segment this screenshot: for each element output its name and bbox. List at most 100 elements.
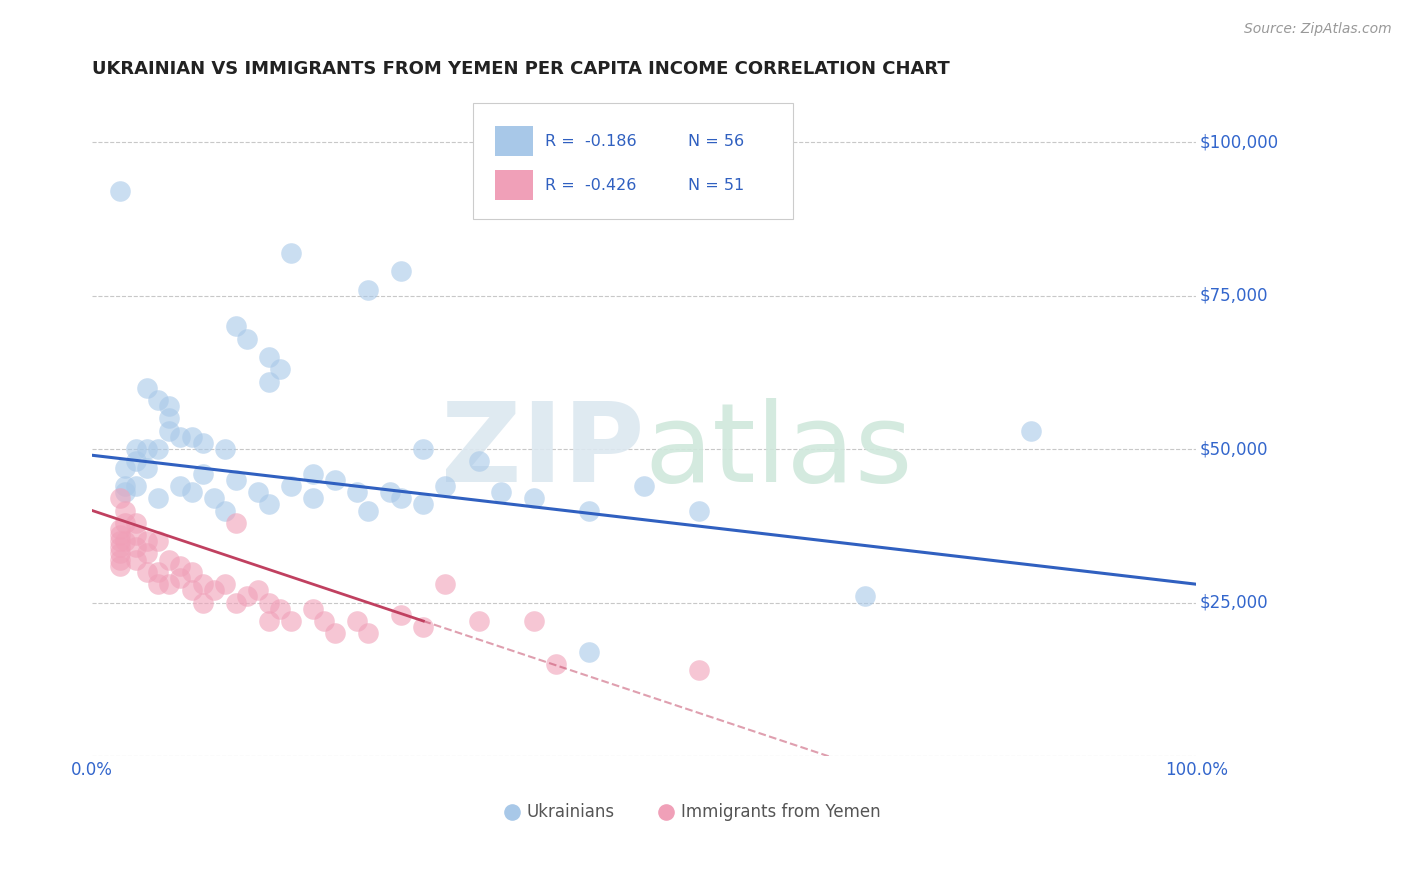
Point [544, 657, 567, 671]
Point [114, 503, 136, 517]
Point [148, 491, 170, 506]
Point [136, 547, 159, 561]
Point [169, 571, 191, 585]
Text: UKRAINIAN VS IMMIGRANTS FROM YEMEN PER CAPITA INCOME CORRELATION CHART: UKRAINIAN VS IMMIGRANTS FROM YEMEN PER C… [93, 60, 950, 78]
Point [380, 485, 402, 500]
Point [125, 541, 148, 555]
Point [114, 485, 136, 500]
Point [225, 516, 247, 530]
Point [246, 583, 269, 598]
Point [159, 552, 181, 566]
Point [257, 596, 280, 610]
Point [214, 503, 236, 517]
Point [108, 547, 131, 561]
Point [412, 497, 434, 511]
Point [434, 577, 457, 591]
Point [159, 399, 181, 413]
Point [108, 522, 131, 536]
Point [108, 541, 131, 555]
FancyBboxPatch shape [495, 170, 533, 201]
Point [578, 503, 600, 517]
Point [302, 491, 325, 506]
Point [280, 479, 302, 493]
Point [159, 577, 181, 591]
Text: N = 51: N = 51 [689, 178, 745, 194]
Point [114, 516, 136, 530]
Point [159, 411, 181, 425]
Point [246, 485, 269, 500]
Point [136, 460, 159, 475]
Point [302, 601, 325, 615]
Point [114, 534, 136, 549]
Text: Ukrainians: Ukrainians [526, 804, 614, 822]
Point [214, 442, 236, 457]
Point [523, 614, 546, 628]
Point [269, 362, 291, 376]
Point [578, 645, 600, 659]
Point [225, 319, 247, 334]
Point [346, 485, 368, 500]
Point [323, 473, 346, 487]
Point [235, 332, 257, 346]
Point [108, 528, 131, 542]
Point [136, 565, 159, 579]
Point [108, 552, 131, 566]
Point [191, 467, 214, 481]
Text: ZIP: ZIP [440, 398, 644, 505]
Point [125, 454, 148, 468]
Point [523, 491, 546, 506]
Point [148, 392, 170, 407]
Point [180, 430, 202, 444]
Point [257, 350, 280, 364]
Point [257, 497, 280, 511]
Point [191, 577, 214, 591]
Point [467, 614, 489, 628]
Point [108, 184, 131, 198]
Text: $75,000: $75,000 [1199, 286, 1268, 305]
Point [489, 485, 512, 500]
Point [108, 558, 131, 573]
Point [280, 614, 302, 628]
Point [125, 442, 148, 457]
Point [225, 596, 247, 610]
Point [108, 491, 131, 506]
Point [214, 577, 236, 591]
Point [389, 264, 412, 278]
Point [202, 491, 225, 506]
FancyBboxPatch shape [472, 103, 793, 219]
Point [389, 491, 412, 506]
Point [412, 442, 434, 457]
Point [191, 436, 214, 450]
Point [125, 479, 148, 493]
Text: N = 56: N = 56 [689, 134, 744, 149]
Point [434, 479, 457, 493]
Point [346, 614, 368, 628]
Point [136, 442, 159, 457]
Text: atlas: atlas [644, 398, 912, 505]
Point [389, 607, 412, 622]
Point [136, 381, 159, 395]
Point [688, 503, 710, 517]
Text: Source: ZipAtlas.com: Source: ZipAtlas.com [1244, 22, 1392, 37]
Point [357, 283, 380, 297]
Point [312, 614, 335, 628]
Point [302, 467, 325, 481]
Point [688, 663, 710, 677]
Point [412, 620, 434, 634]
Text: $50,000: $50,000 [1199, 440, 1268, 458]
Point [257, 614, 280, 628]
Point [148, 565, 170, 579]
Point [114, 479, 136, 493]
Point [280, 245, 302, 260]
Point [169, 479, 191, 493]
Point [108, 534, 131, 549]
Point [180, 583, 202, 598]
Point [202, 583, 225, 598]
Point [357, 626, 380, 640]
Point [269, 601, 291, 615]
Point [323, 626, 346, 640]
Point [853, 590, 876, 604]
Point [257, 375, 280, 389]
FancyBboxPatch shape [495, 126, 533, 156]
Text: $100,000: $100,000 [1199, 133, 1278, 151]
